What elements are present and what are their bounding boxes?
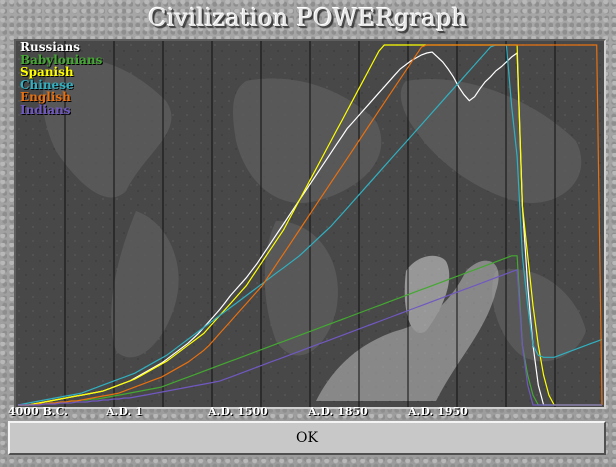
x-axis-labels: 4000 B.C. A.D. 1 A.D. 1500 A.D. 1850 A.D. 19… <box>0 405 616 419</box>
x-tick-label: A.D. 1 <box>106 405 143 418</box>
series-line-english <box>18 44 603 406</box>
x-tick-label: A.D. 1950 <box>408 405 468 418</box>
ok-button[interactable]: OK <box>8 421 606 455</box>
power-graph-svg <box>16 41 604 407</box>
x-tick-label: A.D. 1500 <box>208 405 268 418</box>
series-line-indians <box>18 268 602 406</box>
legend-entry-indians: Indians <box>20 102 71 117</box>
power-graph: Russians Babylonians Spanish Chinese English… <box>14 39 606 409</box>
legend-entry-spanish: Spanish <box>20 65 74 79</box>
legend-entry-babylonians: Babylonians <box>20 52 103 67</box>
engraving-decoration <box>316 255 499 401</box>
series-lines <box>17 44 603 406</box>
x-tick-label: A.D. 1850 <box>308 405 368 418</box>
series-line-babylonians <box>18 255 602 406</box>
x-tick-label: 4000 B.C. <box>8 405 68 418</box>
legend-entry-english: English <box>20 90 71 104</box>
continents-decoration <box>42 58 586 362</box>
window-title: Civilization POWERgraph <box>148 4 468 32</box>
legend: Russians Babylonians Spanish Chinese English… <box>20 41 102 116</box>
legend-entry-russians: Russians <box>20 40 81 54</box>
grid-lines <box>64 41 556 407</box>
legend-entry-chinese: Chinese <box>20 77 74 92</box>
